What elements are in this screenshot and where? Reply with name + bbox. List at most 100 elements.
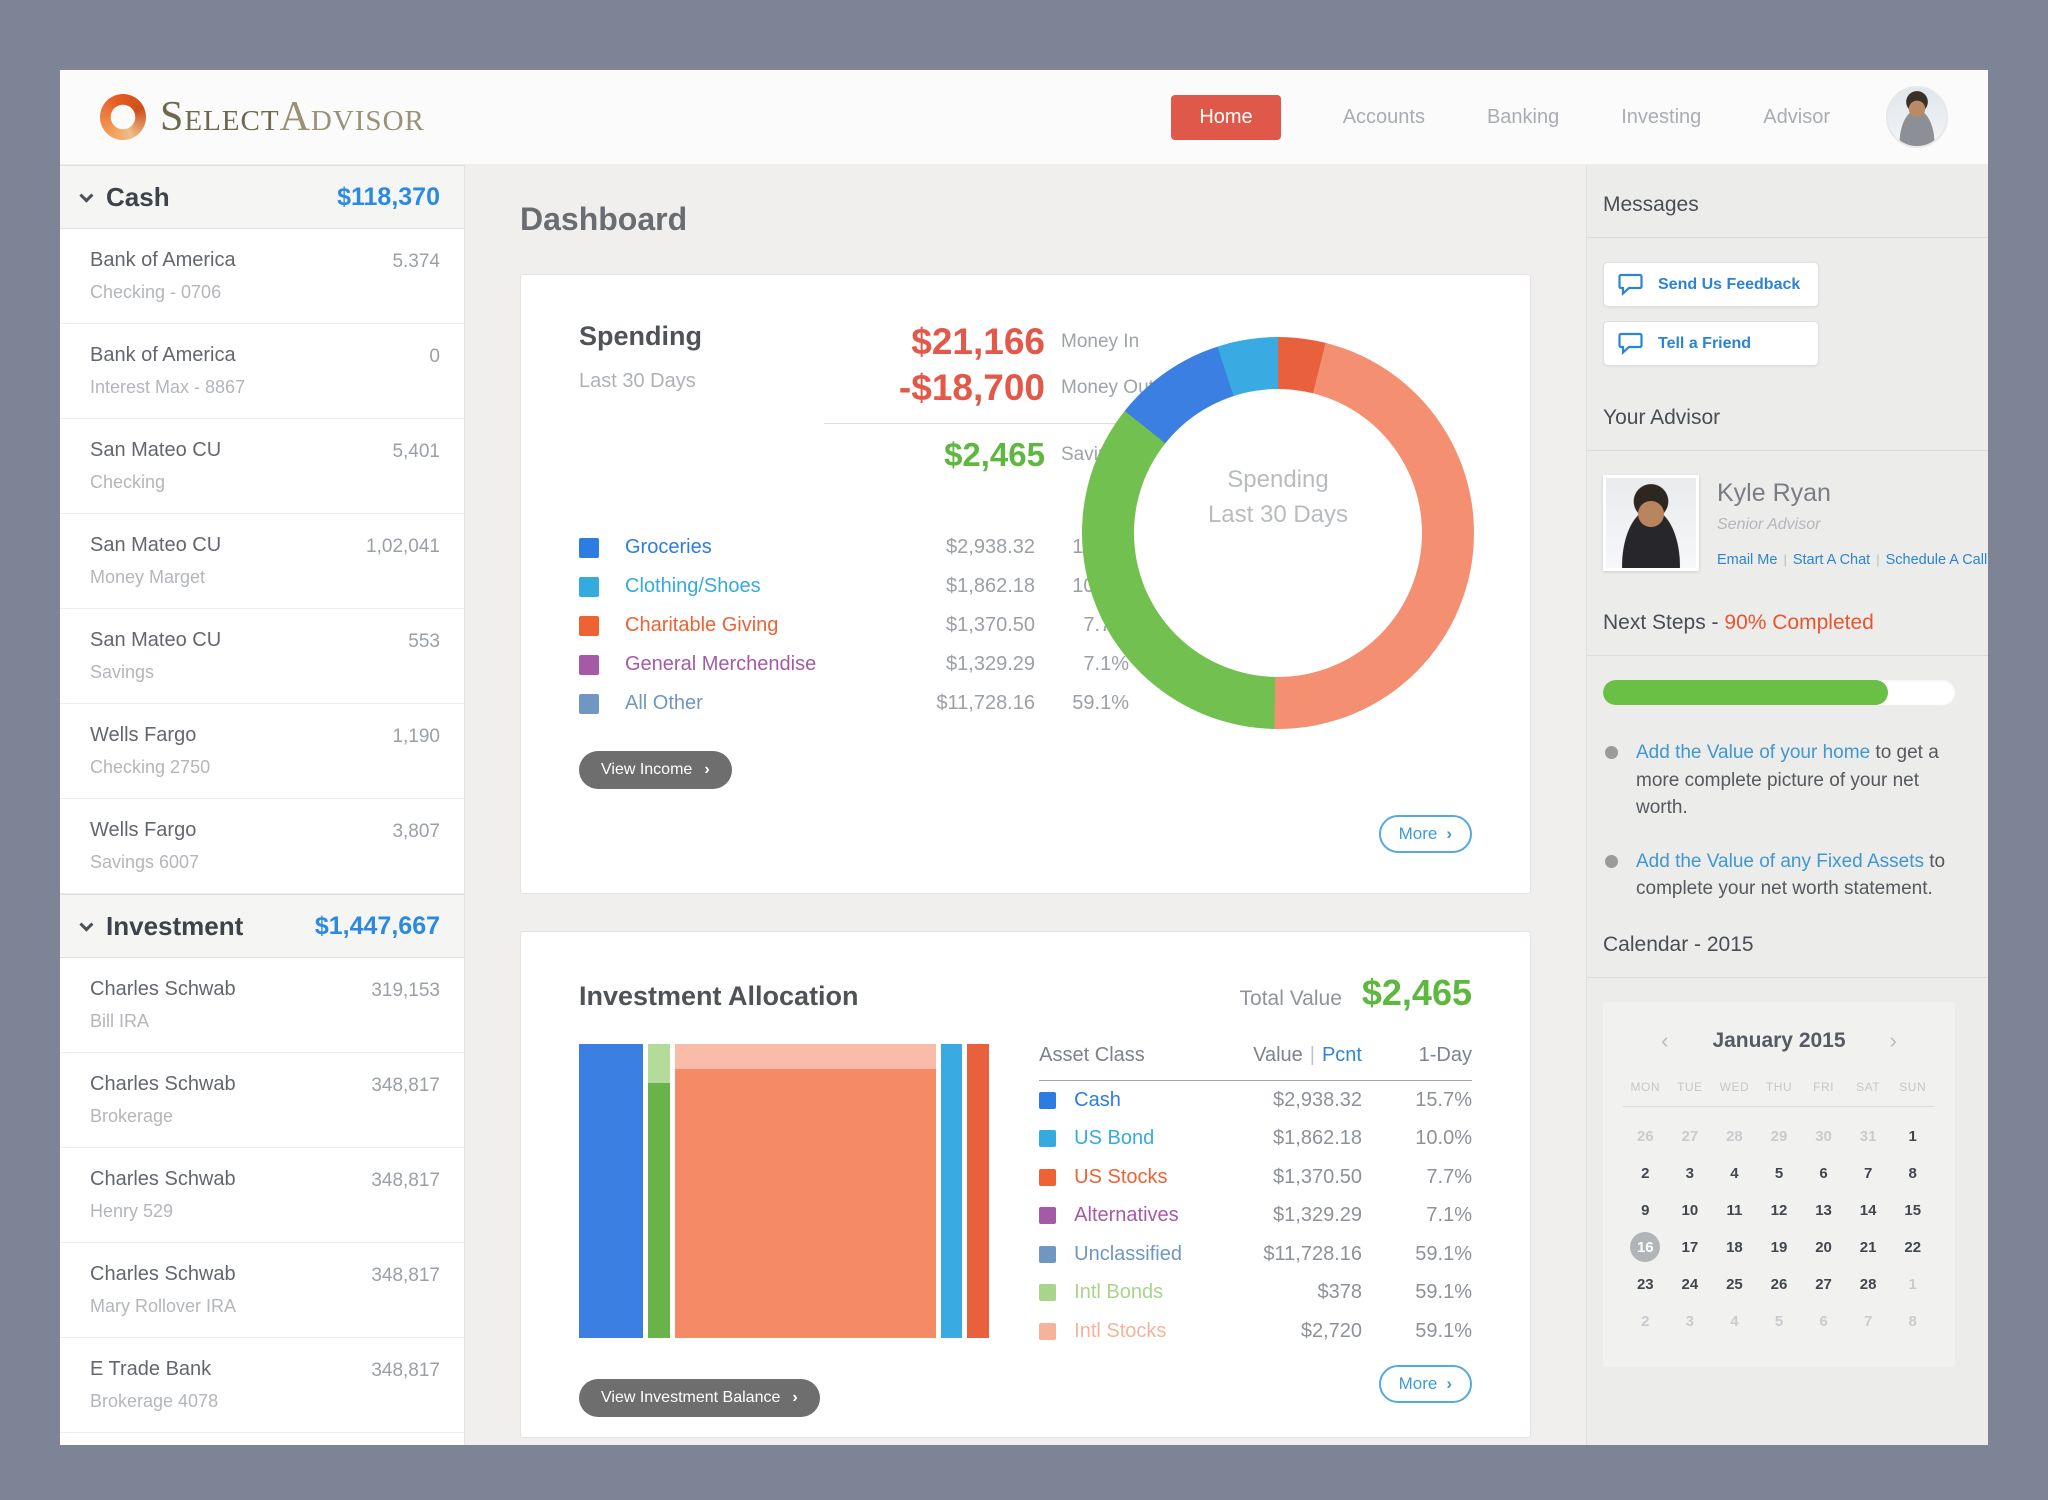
calendar-day[interactable]: 18 xyxy=(1726,1238,1743,1256)
account-subtitle: Savings 6007 xyxy=(90,852,200,872)
nav-item-investing[interactable]: Investing xyxy=(1621,105,1702,128)
spending-more-button[interactable]: More › xyxy=(1378,815,1472,853)
calendar-day[interactable]: 12 xyxy=(1770,1201,1788,1219)
calendar-day[interactable]: 7 xyxy=(1863,1312,1873,1330)
view-income-button[interactable]: View Income › xyxy=(579,751,732,789)
logo[interactable]: SelectAdvisor xyxy=(100,93,425,141)
account-row[interactable]: Charles Schwab Henry 529 348,817 xyxy=(60,1148,464,1243)
group-header-cash[interactable]: Cash $118,370 xyxy=(60,165,464,229)
user-avatar[interactable] xyxy=(1886,86,1948,148)
next-step-link[interactable]: Add the Value of any Fixed Assets xyxy=(1636,850,1924,872)
value-header[interactable]: Value xyxy=(1253,1044,1303,1066)
calendar-day[interactable]: 15 xyxy=(1904,1201,1922,1219)
calendar-day[interactable]: 4 xyxy=(1730,1312,1739,1330)
asset-rows: Cash $2,938.32 15.7% US Bond $1,862.18 10.0% U… xyxy=(1039,1081,1472,1351)
advisor-link-start-a-chat[interactable]: Start A Chat xyxy=(1792,552,1871,568)
calendar-day[interactable]: 27 xyxy=(1815,1275,1832,1293)
asset-label[interactable]: US Stocks xyxy=(1074,1165,1168,1188)
account-row[interactable]: Charles Schwab Bill IRA 319,153 xyxy=(60,958,464,1053)
calendar-day[interactable]: 6 xyxy=(1819,1312,1828,1330)
calendar-next-icon[interactable]: › xyxy=(1889,1027,1897,1053)
allocation-more-button[interactable]: More › xyxy=(1378,1365,1472,1403)
calendar-day[interactable]: 3 xyxy=(1685,1312,1695,1330)
calendar-day[interactable]: 27 xyxy=(1681,1127,1699,1145)
pcnt-header[interactable]: Pcnt xyxy=(1321,1044,1362,1066)
account-row[interactable]: San Mateo CU Money Marget 1,02,041 xyxy=(60,514,464,609)
legend-label[interactable]: Groceries xyxy=(625,536,712,558)
calendar-day[interactable]: 28 xyxy=(1859,1275,1877,1293)
calendar-day[interactable]: 26 xyxy=(1636,1127,1654,1145)
account-row[interactable]: San Mateo CU Savings 553 xyxy=(60,609,464,704)
account-row[interactable]: San Mateo CU Checking 5,401 xyxy=(60,419,464,514)
asset-label[interactable]: Cash xyxy=(1074,1088,1121,1111)
calendar-day[interactable]: 4 xyxy=(1730,1164,1739,1182)
account-row[interactable]: Bank of America Checking - 0706 5.374 xyxy=(60,229,464,324)
calendar-day[interactable]: 22 xyxy=(1904,1238,1922,1256)
calendar-day[interactable]: 1 xyxy=(1908,1127,1917,1145)
calendar-day[interactable]: 8 xyxy=(1908,1312,1917,1330)
view-investment-balance-button[interactable]: View Investment Balance › xyxy=(579,1378,820,1417)
calendar-day[interactable]: 30 xyxy=(1815,1127,1832,1145)
calendar-day[interactable]: 10 xyxy=(1681,1201,1699,1219)
next-step-link[interactable]: Add the Value of your home xyxy=(1636,742,1871,763)
calendar-day[interactable]: 5 xyxy=(1774,1312,1784,1330)
calendar-day[interactable]: 25 xyxy=(1726,1275,1743,1293)
calendar-day[interactable]: 8 xyxy=(1908,1164,1917,1182)
advisor-link-email-me[interactable]: Email Me xyxy=(1717,552,1778,568)
asset-label[interactable]: Intl Bonds xyxy=(1074,1281,1164,1304)
calendar-day[interactable]: 19 xyxy=(1770,1238,1788,1256)
calendar-day[interactable]: 17 xyxy=(1681,1238,1699,1256)
account-row[interactable]: Wells Fargo Checking 2750 1,190 xyxy=(60,704,464,799)
account-row[interactable]: Bank of America Interest Max - 8867 0 xyxy=(60,324,464,419)
account-value: 348,817 xyxy=(371,1170,440,1191)
calendar-day[interactable]: 28 xyxy=(1726,1127,1743,1145)
account-row[interactable]: Charles Schwab Mary Rollover IRA 348,817 xyxy=(60,1243,464,1338)
calendar-day[interactable]: 20 xyxy=(1815,1238,1832,1256)
nav-item-advisor[interactable]: Advisor xyxy=(1763,105,1830,128)
calendar-day[interactable]: 14 xyxy=(1859,1201,1877,1219)
calendar-day[interactable]: 29 xyxy=(1770,1127,1788,1145)
advisor-card: Kyle Ryan Senior Advisor Email Me | Start … xyxy=(1603,475,1987,571)
legend-label[interactable]: Charitable Giving xyxy=(625,614,779,636)
calendar-day[interactable]: 23 xyxy=(1636,1275,1654,1293)
calendar-day[interactable]: 7 xyxy=(1863,1164,1873,1182)
calendar-day[interactable]: 31 xyxy=(1859,1127,1877,1145)
nav-item-home[interactable]: Home xyxy=(1171,94,1281,140)
calendar-day[interactable]: 2 xyxy=(1641,1312,1650,1330)
chevron-down-icon[interactable] xyxy=(79,188,94,203)
nav-item-accounts[interactable]: Accounts xyxy=(1342,105,1425,128)
calendar-day[interactable]: 1 xyxy=(1908,1275,1917,1293)
asset-label[interactable]: Unclassified xyxy=(1074,1242,1182,1265)
account-name: Charles Schwab xyxy=(90,1263,236,1285)
legend-label[interactable]: All Other xyxy=(625,692,703,714)
calendar-day[interactable]: 26 xyxy=(1770,1275,1788,1293)
asset-label[interactable]: US Bond xyxy=(1074,1127,1155,1150)
calendar-day[interactable]: 2 xyxy=(1641,1164,1650,1182)
calendar-day[interactable]: 24 xyxy=(1681,1275,1699,1293)
chevron-down-icon[interactable] xyxy=(79,917,94,932)
tell-a-friend-button[interactable]: Tell a Friend xyxy=(1603,321,1819,366)
calendar-day[interactable]: 11 xyxy=(1726,1201,1743,1219)
asset-label[interactable]: Alternatives xyxy=(1074,1204,1179,1227)
calendar-day[interactable]: 3 xyxy=(1685,1164,1695,1182)
legend-label[interactable]: General Merchendise xyxy=(625,653,817,675)
calendar-day[interactable]: 5 xyxy=(1774,1164,1784,1182)
calendar-prev-icon[interactable]: ‹ xyxy=(1661,1027,1669,1053)
advisor-link-schedule-a-call[interactable]: Schedule A Call xyxy=(1885,552,1988,568)
account-text: Wells Fargo Checking 2750 xyxy=(90,724,210,778)
account-row[interactable]: Charles Schwab Brokerage 348,817 xyxy=(60,1053,464,1148)
account-row[interactable]: Wells Fargo Savings 6007 3,807 xyxy=(60,799,464,894)
allocation-more-label: More xyxy=(1398,1374,1438,1393)
calendar-day[interactable]: 21 xyxy=(1859,1238,1877,1256)
calendar-day[interactable]: 13 xyxy=(1815,1201,1832,1219)
calendar-day[interactable]: 16 xyxy=(1623,1232,1668,1263)
nav-item-banking[interactable]: Banking xyxy=(1486,105,1560,128)
asset-label[interactable]: Intl Stocks xyxy=(1074,1319,1167,1342)
group-header-investment[interactable]: Investment $1,447,667 xyxy=(60,894,464,958)
calendar-day[interactable]: 9 xyxy=(1641,1201,1650,1219)
send-feedback-button[interactable]: Send Us Feedback xyxy=(1603,262,1819,307)
calendar-day[interactable]: 6 xyxy=(1819,1164,1828,1182)
legend-label[interactable]: Clothing/Shoes xyxy=(625,575,761,597)
account-row[interactable]: E Trade Bank Brokerage 4078 348,817 xyxy=(60,1338,464,1433)
money-in-row: $21,166 Money In xyxy=(824,321,1179,363)
